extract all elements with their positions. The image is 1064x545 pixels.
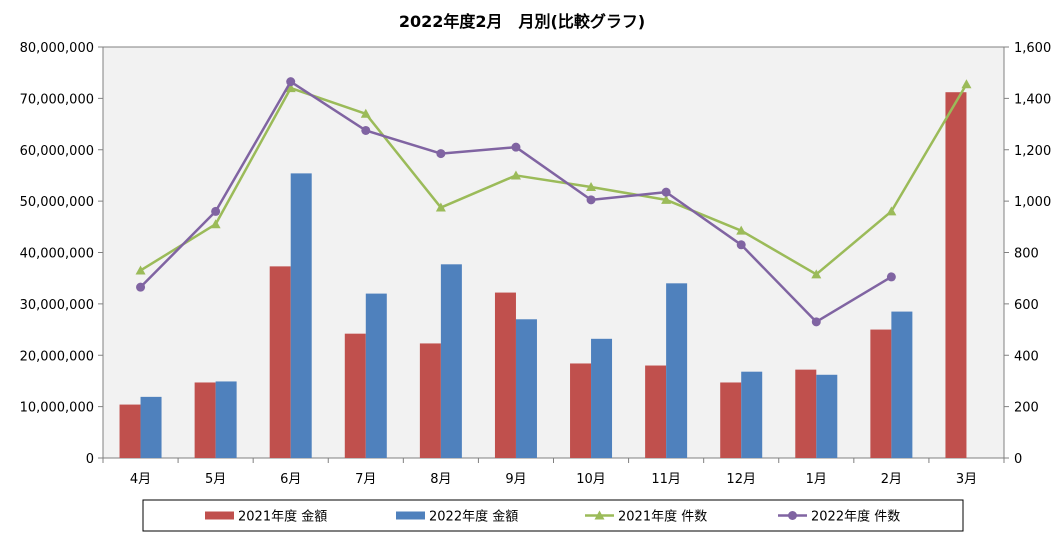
marker-3-8 — [661, 194, 672, 204]
legend: 2021年度 金額 2022年度 金額 2021年度 件数 2022年度 件数 — [142, 499, 964, 532]
bar-1-10 — [795, 369, 817, 458]
right-axis-tick-label: 1,600 — [1014, 41, 1051, 56]
legend-label-1: 2021年度 金額 — [238, 509, 327, 525]
x-axis-tick-label: 3月 — [956, 472, 977, 487]
x-axis-tick-label: 9月 — [505, 472, 526, 487]
legend-marker-3 — [594, 510, 605, 520]
marker-4-11 — [886, 272, 896, 282]
line-series-3 — [139, 83, 968, 276]
left-axis-tick-label: 80,000,000 — [20, 41, 94, 56]
marker-3-12 — [961, 79, 972, 89]
legend-label-3: 2021年度 件数 — [618, 509, 707, 525]
left-axis-tick-label: 0 — [86, 452, 94, 467]
left-axis-tick-label: 40,000,000 — [20, 247, 94, 262]
marker-3-10 — [811, 269, 822, 279]
x-axis-tick-label: 10月 — [576, 472, 606, 487]
marker-4-1 — [136, 282, 146, 292]
bar-2-4 — [365, 293, 387, 458]
x-axis-tick-label: 1月 — [806, 472, 827, 487]
bar-1-2 — [194, 382, 216, 458]
marker-3-9 — [736, 225, 747, 235]
right-axis-tick-label: 1,000 — [1014, 195, 1051, 210]
left-axis-tick-label: 30,000,000 — [20, 298, 94, 313]
marker-4-8 — [661, 187, 671, 197]
marker-3-1 — [135, 265, 146, 275]
marker-4-10 — [811, 317, 821, 327]
bar-2-5 — [440, 264, 462, 458]
right-axis-tick-label: 0 — [1014, 452, 1022, 467]
bar-2-6 — [515, 319, 537, 458]
right-axis-tick-label: 400 — [1014, 349, 1039, 364]
marker-3-3 — [285, 83, 296, 93]
left-axis-tick-label: 70,000,000 — [20, 92, 94, 107]
marker-4-4 — [361, 125, 371, 135]
right-axis-tick-label: 200 — [1014, 401, 1039, 416]
bar-2-1 — [140, 396, 162, 458]
legend-swatch-1 — [205, 511, 234, 520]
plot-area: 0 10,000,000 20,000,000 30,000,000 40,000,00… — [20, 41, 1052, 487]
bar-1-1 — [119, 404, 141, 458]
x-axis-tick-label: 12月 — [726, 472, 756, 487]
chart-title: 2022年度2月 月別(比較グラフ) — [399, 12, 645, 31]
marker-4-9 — [736, 240, 746, 250]
bar-1-7 — [570, 363, 592, 458]
left-axis-tick-label: 10,000,000 — [20, 401, 94, 416]
x-axis-tick-label: 4月 — [130, 472, 151, 487]
legend-label-4: 2022年度 件数 — [811, 509, 900, 525]
bar-2-8 — [666, 283, 688, 458]
x-axis-tick-label: 7月 — [355, 472, 376, 487]
marker-3-11 — [886, 206, 897, 216]
right-axis-tick-label: 1,200 — [1014, 144, 1051, 159]
left-axis-tick-label: 20,000,000 — [20, 349, 94, 364]
marker-3-2 — [210, 219, 221, 229]
x-axis-tick-label: 5月 — [205, 472, 226, 487]
marker-4-5 — [436, 149, 446, 159]
legend-swatch-2 — [396, 511, 425, 520]
bar-1-8 — [645, 365, 667, 458]
x-axis-tick-label: 11月 — [651, 472, 681, 487]
right-axis-tick-label: 800 — [1014, 247, 1039, 262]
right-axis-tick-label: 600 — [1014, 298, 1039, 313]
bar-1-5 — [419, 343, 441, 458]
bar-2-9 — [741, 371, 763, 458]
legend-marker-4 — [788, 511, 797, 520]
legend-label-2: 2022年度 金額 — [429, 509, 518, 525]
bar-1-6 — [494, 292, 516, 458]
bar-1-3 — [269, 266, 291, 458]
left-axis-tick-label: 50,000,000 — [20, 195, 94, 210]
x-axis-tick-label: 8月 — [430, 472, 451, 487]
marker-3-7 — [586, 181, 597, 191]
legend-box — [142, 499, 964, 532]
bar-1-9 — [720, 382, 742, 458]
marker-4-2 — [211, 206, 221, 216]
left-axis-tick-label: 60,000,000 — [20, 144, 94, 159]
marker-3-5 — [435, 202, 446, 212]
bar-1-12 — [945, 92, 967, 459]
marker-4-3 — [286, 77, 296, 87]
bar-2-3 — [290, 173, 312, 458]
bar-1-4 — [344, 333, 366, 458]
marker-4-7 — [586, 195, 596, 205]
x-axis-tick-label: 2月 — [881, 472, 902, 487]
bar-2-7 — [591, 338, 613, 458]
marker-4-6 — [511, 142, 521, 152]
bar-2-10 — [816, 374, 838, 458]
right-axis-tick-label: 1,400 — [1014, 92, 1051, 107]
bar-1-11 — [870, 329, 892, 458]
marker-3-6 — [510, 170, 521, 180]
marker-3-4 — [360, 108, 371, 118]
plot-background — [102, 46, 1005, 459]
bar-2-2 — [215, 381, 237, 458]
bar-2-11 — [891, 311, 913, 458]
x-axis-tick-label: 6月 — [280, 472, 301, 487]
